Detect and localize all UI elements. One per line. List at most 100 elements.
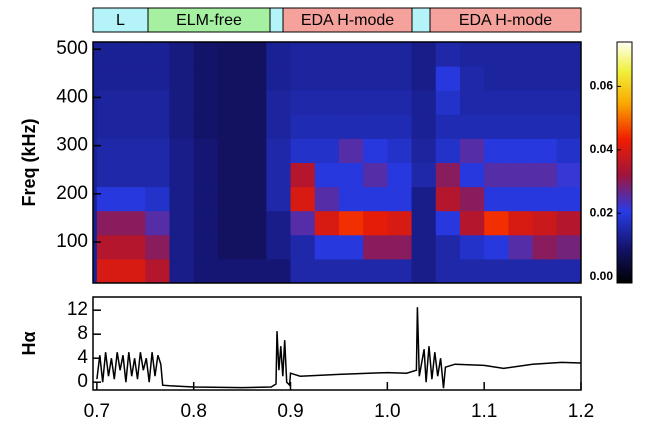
heatmap-cell — [459, 138, 485, 163]
colorbar-band — [617, 158, 632, 161]
heatmap-cell — [338, 258, 364, 284]
heatmap-cell — [217, 234, 243, 260]
colorbar-band — [617, 182, 632, 186]
phase-segment — [411, 7, 431, 33]
colorbar-band — [617, 200, 632, 204]
heatmap-cell — [508, 258, 534, 284]
heatmap-cell — [242, 162, 267, 188]
heatmap-cell — [193, 42, 219, 67]
heatmap-cell — [363, 114, 388, 139]
heatmap-cell — [459, 66, 485, 91]
y-tick-label: 400 — [56, 86, 88, 107]
heatmap-cell — [314, 210, 340, 236]
plot-frame — [92, 41, 582, 284]
colorbar-band — [617, 278, 632, 282]
colorbar-tick-label: 0.02 — [590, 205, 614, 219]
heatmap-cell — [484, 114, 509, 139]
heatmap-cell — [314, 90, 340, 115]
heatmap-cell — [96, 42, 122, 67]
phase-label: ELM-free — [176, 12, 242, 29]
colorbar-band — [617, 52, 632, 55]
colorbar-band — [617, 212, 632, 216]
heatmap-cell — [266, 258, 292, 284]
heatmap-cell — [556, 66, 582, 91]
heatmap-cell — [217, 66, 243, 91]
heatmap-cell — [96, 90, 122, 115]
colorbar-band — [617, 122, 632, 125]
heatmap-cell — [411, 90, 437, 115]
colorbar-band — [617, 272, 632, 276]
heatmap-cell — [459, 114, 485, 139]
colorbar-band — [617, 256, 632, 260]
colorbar-band — [617, 116, 632, 119]
colorbar-band — [617, 88, 632, 91]
heatmap-cell — [169, 186, 195, 212]
heatmap-cell — [314, 186, 340, 212]
colorbar-band — [617, 46, 632, 49]
heatmap-cell — [387, 138, 413, 163]
colorbar-band — [617, 62, 632, 65]
colorbar-band — [617, 188, 632, 192]
heatmap-cell — [290, 66, 316, 91]
heatmap-cell — [387, 162, 413, 188]
colorbar-band — [617, 262, 632, 266]
colorbar-band — [617, 44, 632, 47]
colorbar-band — [617, 232, 632, 236]
heatmap-cell — [290, 138, 316, 163]
heatmap-cell — [435, 90, 461, 115]
heatmap-cell — [508, 90, 534, 115]
plot-frame — [92, 296, 582, 391]
colorbar-band — [617, 202, 632, 206]
heatmap-cell — [411, 66, 437, 91]
colorbar-band — [617, 42, 632, 45]
phase-label: EDA H-mode — [459, 12, 552, 29]
colorbar-band — [617, 274, 632, 278]
heatmap-cell — [459, 186, 485, 212]
colorbar-band — [617, 154, 632, 157]
heatmap-cell — [266, 186, 292, 212]
heatmap-cell — [266, 138, 292, 163]
heatmap-cell — [217, 210, 243, 236]
heatmap-cell — [508, 114, 534, 139]
y-axis-label: Freq (kHz) — [19, 118, 39, 206]
colorbar-band — [617, 68, 632, 71]
heatmap-cell — [387, 66, 413, 91]
colorbar-band — [617, 240, 632, 244]
heatmap-cell — [121, 210, 146, 236]
colorbar-band — [617, 130, 632, 133]
colorbar-band — [617, 196, 632, 200]
heatmap-cell — [314, 258, 340, 284]
heatmap-cell — [290, 114, 316, 139]
heatmap-cell — [145, 162, 170, 188]
heatmap-cell — [217, 186, 243, 212]
heatmap-cell — [435, 210, 461, 236]
colorbar-band — [617, 276, 632, 280]
colorbar-band — [617, 102, 632, 105]
colorbar-band — [617, 210, 632, 214]
heatmap-cell — [484, 42, 509, 67]
colorbar-band — [617, 86, 632, 89]
heatmap-cell — [556, 258, 582, 284]
colorbar-band — [617, 178, 632, 182]
colorbar-band — [617, 64, 632, 67]
heatmap-cell — [508, 138, 534, 163]
heatmap-cell — [363, 90, 388, 115]
colorbar-band — [617, 136, 632, 139]
colorbar-band — [617, 220, 632, 224]
heatmap-cell — [96, 138, 122, 163]
heatmap-cell — [363, 42, 388, 67]
colorbar-band — [617, 246, 632, 250]
colorbar-band — [617, 90, 632, 93]
y-axis-label: Hα — [19, 331, 39, 355]
colorbar-band — [617, 222, 632, 226]
colorbar-band — [617, 172, 632, 176]
heatmap-cell — [363, 66, 388, 91]
heatmap-cell — [411, 186, 437, 212]
x-tick-label: 0.8 — [180, 401, 206, 422]
colorbar-band — [617, 126, 632, 129]
heatmap-cell — [387, 186, 413, 212]
colorbar-band — [617, 230, 632, 234]
colorbar-band — [617, 190, 632, 194]
heatmap-cell — [363, 186, 388, 212]
y-tick-label: 4 — [77, 347, 88, 368]
